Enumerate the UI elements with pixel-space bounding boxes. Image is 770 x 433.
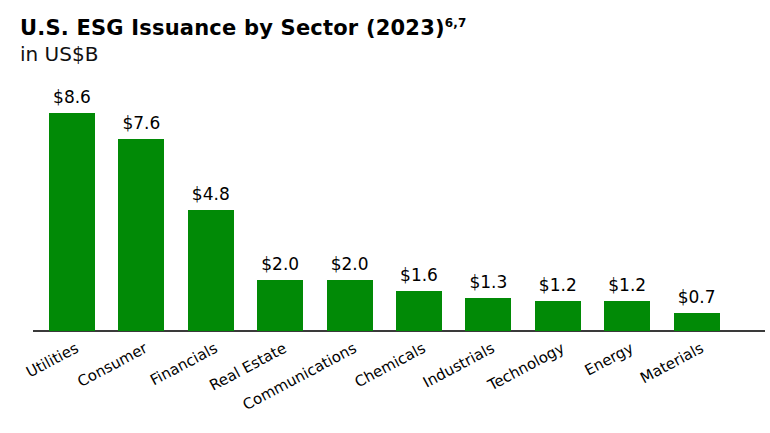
bar-value-label-chemicals: $1.6: [400, 265, 438, 285]
bar-chemicals: [396, 291, 442, 331]
bar-consumer: [118, 139, 164, 331]
bar-value-label-consumer: $7.6: [122, 113, 160, 133]
bar-value-label-communications: $2.0: [331, 254, 369, 274]
bar-chart-plot: $8.6Utilities$7.6Consumer$4.8Financials$…: [0, 0, 770, 433]
bar-energy: [604, 301, 650, 331]
bar-value-label-technology: $1.2: [539, 275, 577, 295]
chart-container: U.S. ESG Issuance by Sector (2023)6,7 in…: [0, 0, 770, 433]
bar-industrials: [465, 298, 511, 331]
bar-value-label-utilities: $8.6: [53, 87, 91, 107]
bar-value-label-industrials: $1.3: [469, 272, 507, 292]
bar-utilities: [49, 113, 95, 331]
bar-financials: [188, 210, 234, 331]
bar-real-estate: [257, 280, 303, 331]
bar-materials: [674, 313, 720, 331]
bar-value-label-financials: $4.8: [192, 184, 230, 204]
bar-technology: [535, 301, 581, 331]
bar-value-label-materials: $0.7: [678, 287, 716, 307]
bar-communications: [327, 280, 373, 331]
bar-value-label-energy: $1.2: [608, 275, 646, 295]
bar-value-label-real-estate: $2.0: [261, 254, 299, 274]
